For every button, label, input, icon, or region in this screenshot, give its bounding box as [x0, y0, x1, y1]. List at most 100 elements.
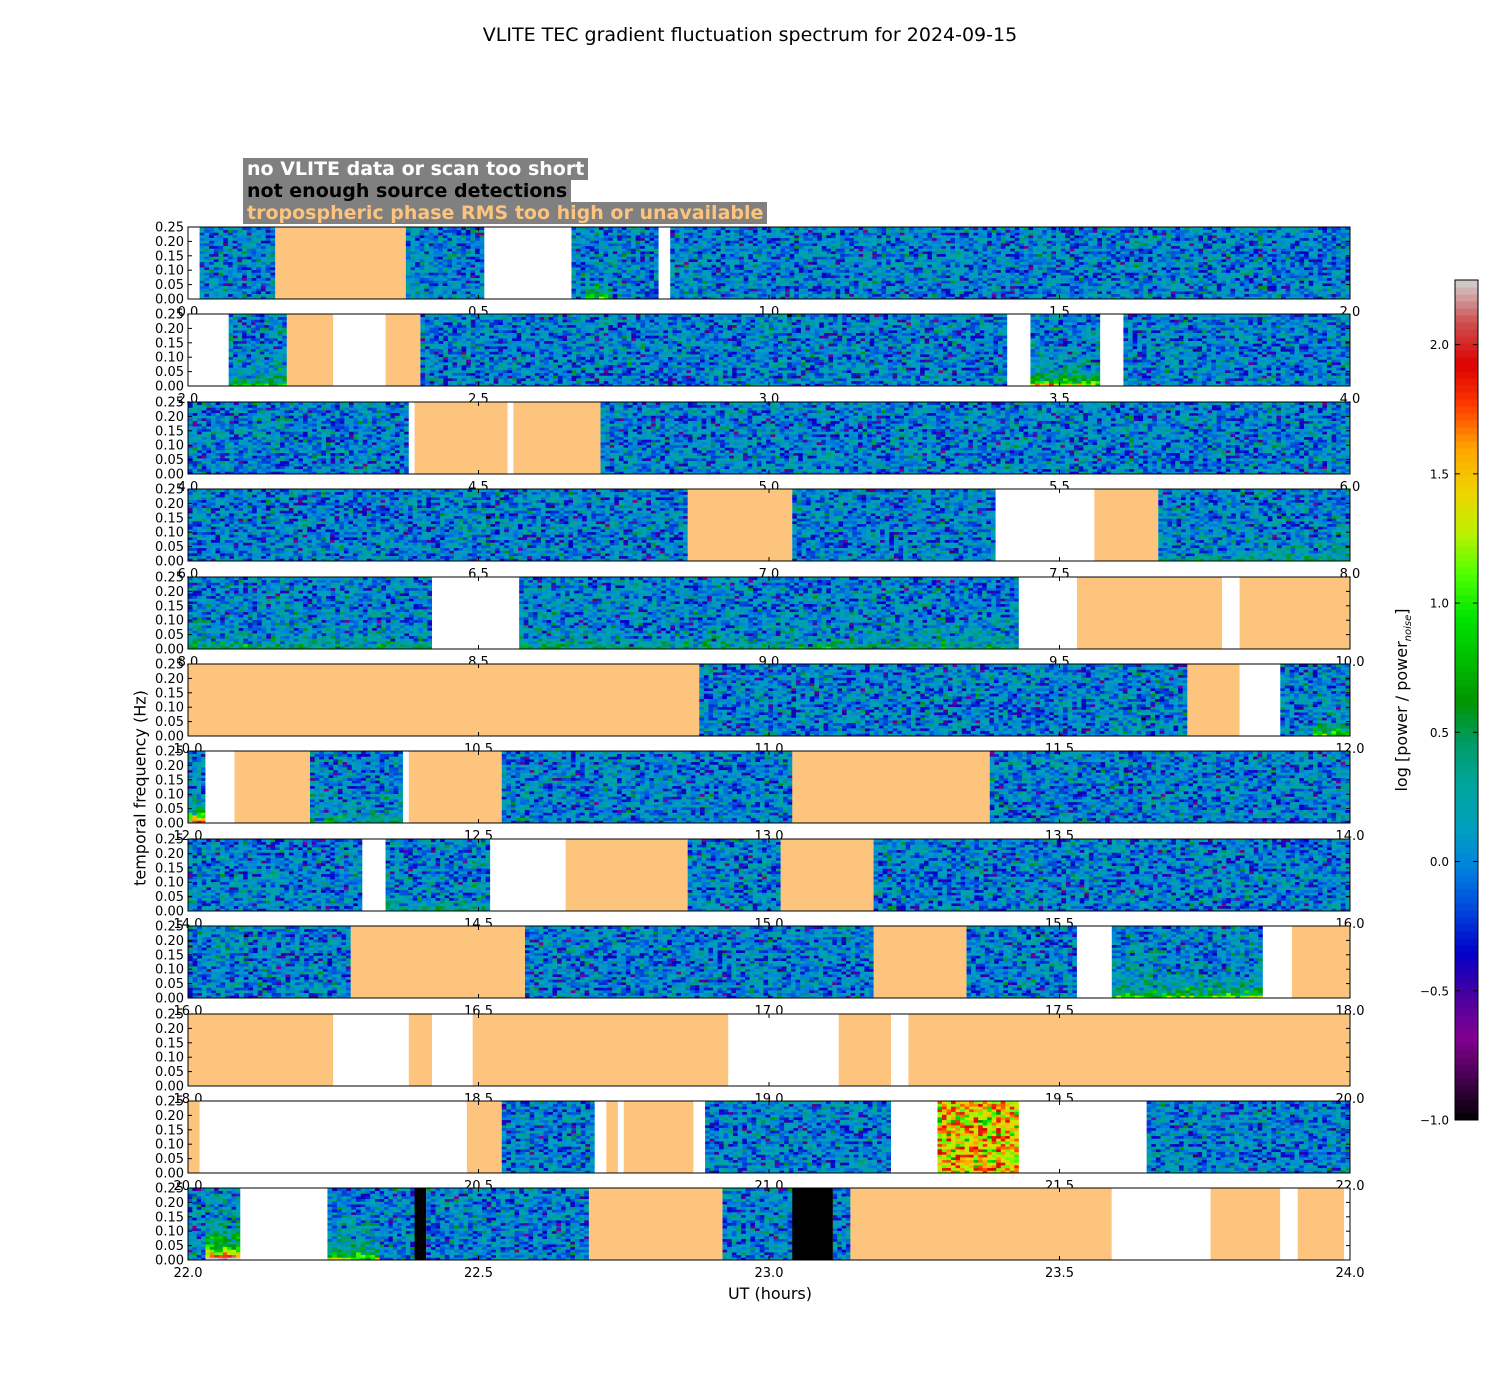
y-tick-label: 0.15: [155, 249, 184, 264]
no-data-segment: [617, 1101, 624, 1173]
no-data-segment: [1344, 1188, 1350, 1260]
y-tick-label: 0.15: [155, 1036, 184, 1051]
tropo-flag-segment: [606, 1101, 618, 1173]
chart-title: VLITE TEC gradient fluctuation spectrum …: [0, 24, 1500, 46]
panel-1: 0.000.050.100.150.200.252.0 2.5 3.0 3.5 4.0: [155, 308, 1360, 408]
spectrum-segment: [722, 1188, 793, 1261]
colorbar-label: log [power / powernoise]: [1392, 608, 1414, 791]
y-tick-label: 0.25: [155, 571, 184, 586]
panel-0: 0.000.050.100.150.200.250.0 0.5 1.0 1.5 2.0: [155, 221, 1360, 321]
no-data-segment: [432, 1014, 473, 1086]
y-tick-label: 0.10: [155, 876, 184, 891]
y-tick-label: 0.05: [155, 278, 184, 293]
tropo-flag-segment: [1210, 1188, 1281, 1260]
legend-few-detections-text: not enough source detections: [247, 180, 567, 202]
no-data-segment: [333, 1014, 409, 1086]
colorbar-tick-label: −0.5: [1420, 984, 1449, 998]
no-data-segment: [1111, 1188, 1211, 1260]
y-tick-label: 0.00: [155, 992, 184, 1007]
panel-11: 0.000.050.100.150.200.25 22.0 22.5 23.0 23.5…: [155, 1182, 1364, 1282]
y-axis-label: temporal frequency (Hz): [131, 690, 150, 886]
no-data-segment: [693, 1101, 706, 1173]
panel-4: 0.000.050.100.150.200.258.0 8.5 9.0 9.5 10.0: [155, 571, 1364, 671]
tropo-flag-segment: [780, 839, 874, 911]
spectrum-segment: [1280, 664, 1351, 737]
y-tick-label: 0.15: [155, 424, 184, 439]
spectrum-segment: [385, 839, 491, 912]
spectrum-segment: [524, 926, 874, 999]
tropo-flag-segment: [850, 1188, 1112, 1260]
x-tick-label: 22.5: [464, 1266, 493, 1281]
tropo-flag-segment: [408, 751, 502, 823]
spectrum-segment: [1146, 1101, 1351, 1174]
spectrum-segment: [405, 227, 485, 300]
tropo-flag-segment: [873, 926, 967, 998]
y-tick-label: 0.20: [155, 1196, 184, 1211]
colorbar-tick-label: 0.0: [1430, 855, 1449, 869]
colorbar-frame: [1454, 279, 1479, 1121]
no-data-segment: [1222, 577, 1240, 649]
y-tick-label: 0.25: [155, 745, 184, 760]
colorbar-tick-label: 2.0: [1430, 338, 1449, 352]
tropo-flag-segment: [466, 1101, 502, 1173]
legend-no-data-text: no VLITE data or scan too short: [247, 158, 584, 180]
no-data-segment: [484, 227, 572, 299]
no-data-segment: [188, 227, 200, 299]
y-tick-label: 0.00: [155, 1167, 184, 1182]
spectrum-segment: [519, 577, 1020, 650]
no-data-segment: [995, 489, 1095, 561]
y-tick-label: 0.05: [155, 977, 184, 992]
y-tick-label: 0.20: [155, 1109, 184, 1124]
y-tick-label: 0.20: [155, 934, 184, 949]
spectrum-segment: [188, 577, 433, 650]
spectrum-segment: [310, 751, 404, 824]
y-tick-label: 0.20: [155, 585, 184, 600]
tropo-flag-segment: [286, 314, 334, 386]
no-data-segment: [240, 1188, 328, 1260]
spectrum-segment: [792, 489, 996, 562]
y-tick-label: 0.20: [155, 672, 184, 687]
spectrum-segment: [420, 314, 1008, 387]
spectrum-segment: [188, 839, 363, 912]
tropo-flag-segment: [1094, 489, 1159, 561]
no-data-segment: [1007, 314, 1031, 386]
y-tick-label: 0.25: [155, 483, 184, 498]
tropo-flag-segment: [513, 402, 601, 474]
y-tick-label: 0.05: [155, 802, 184, 817]
no-data-segment: [432, 577, 520, 649]
no-data-segment: [728, 1014, 839, 1086]
y-tick-label: 0.10: [155, 351, 184, 366]
no-data-segment: [891, 1101, 938, 1173]
y-tick-label: 0.20: [155, 1022, 184, 1037]
y-tick-label: 0.10: [155, 1225, 184, 1240]
no-data-segment: [1018, 1101, 1147, 1173]
spectrum-segment: [205, 1188, 241, 1261]
no-data-segment: [1100, 314, 1124, 386]
y-tick-label: 0.25: [155, 1095, 184, 1110]
spectrum-segment: [989, 751, 1351, 824]
tropo-flag-segment: [414, 402, 508, 474]
y-tick-label: 0.10: [155, 439, 184, 454]
legend-tropo: tropospheric phase RMS too high or unava…: [243, 202, 768, 224]
no-data-segment: [199, 1101, 467, 1173]
tropo-flag-segment: [1297, 1188, 1345, 1260]
tropo-flag-segment: [350, 926, 525, 998]
few-detections-segment: [792, 1188, 833, 1260]
colorbar-label-text: log [power / power: [1392, 641, 1411, 791]
spectrum-segment: [966, 926, 1078, 999]
tropo-flag-segment: [838, 1014, 892, 1086]
no-data-segment: [1018, 577, 1077, 649]
spectrum-segment: [501, 751, 793, 824]
spectrum-segment: [1030, 314, 1101, 387]
spectrum-segment: [571, 227, 660, 300]
y-tick-label: 0.15: [155, 773, 184, 788]
y-tick-label: 0.00: [155, 468, 184, 483]
y-tick-label: 0.10: [155, 701, 184, 716]
tropo-flag-segment: [1291, 926, 1350, 998]
tropo-flag-segment: [472, 1014, 729, 1086]
tropo-flag-segment: [1239, 577, 1350, 649]
